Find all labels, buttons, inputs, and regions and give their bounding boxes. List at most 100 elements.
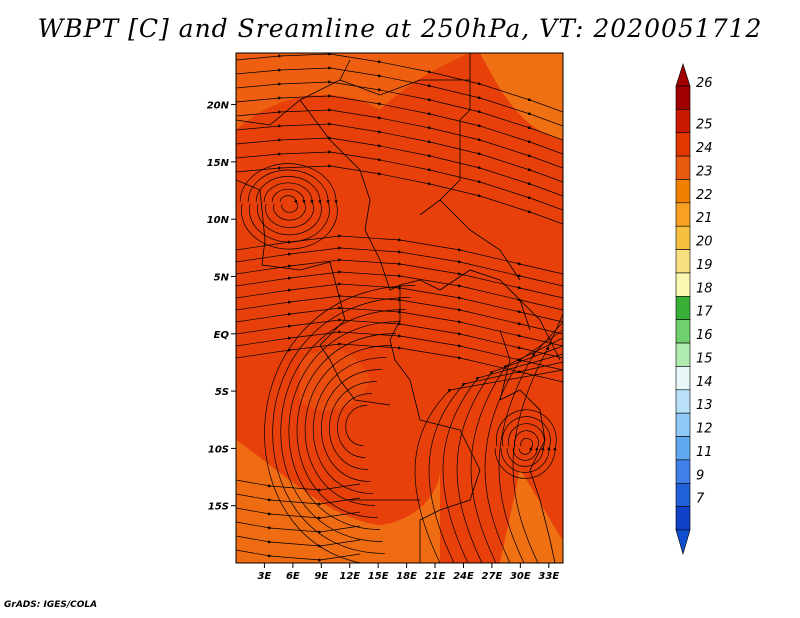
streamline [512, 313, 563, 563]
streamline [345, 405, 368, 446]
credit-text: GrADS: IGES/COLA [4, 600, 98, 610]
lat-tick-label: 5N [214, 272, 230, 283]
streamline [414, 369, 563, 563]
streamline [329, 381, 377, 470]
lon-tick-label: 9E [314, 571, 328, 582]
colorbar-swatch [675, 342, 691, 367]
lon-tick-label: 30E [510, 571, 531, 582]
lat-tick-label: EQ [214, 330, 230, 341]
colorbar-swatch [675, 482, 691, 507]
colorbar-swatch [675, 506, 691, 531]
country-borders [236, 53, 561, 563]
lon-tick-label: 12E [339, 571, 360, 582]
map-frame [235, 52, 564, 564]
lat-tick-label: 10N [207, 215, 230, 226]
colorbar: 26 25 24 23 22 21 20 19 18 17 16 15 14 13 12 11 9 7 [675, 63, 713, 556]
lat-tick-label: 15S [208, 502, 229, 513]
streamline [484, 329, 563, 563]
colorbar-swatch [675, 202, 691, 227]
streamline [236, 342, 563, 383]
colorbar-min-arrow [675, 529, 691, 556]
colorbar-swatch [675, 436, 691, 461]
colorbar-label: 7 [696, 492, 705, 507]
colorbar-label: 24 [696, 141, 713, 156]
border-line [499, 329, 511, 401]
streamline [236, 493, 361, 506]
colorbar-swatch [675, 319, 691, 344]
colorbar-label: 26 [696, 76, 713, 91]
lon-tick-label: 3E [258, 571, 272, 582]
colorbar-label: 13 [696, 398, 713, 413]
colorbar-label: 12 [696, 422, 713, 437]
colorbar-label: 14 [696, 375, 713, 390]
lon-tick-label: 18E [396, 571, 417, 582]
chart-title: WBPT [C] and Sreamline at 250hPa, VT: 20… [37, 14, 763, 43]
lat-tick-label: 20N [207, 101, 230, 112]
streamline [255, 176, 322, 236]
streamline [236, 164, 563, 225]
border-line [419, 419, 481, 563]
border-line [519, 299, 561, 361]
streamline [442, 353, 563, 563]
lon-tick-label: 27E [482, 571, 503, 582]
colorbar-label: 19 [696, 258, 713, 273]
streamline [279, 195, 299, 213]
lat-tick-label: 15N [207, 158, 230, 169]
lon-tick-label: 15E [368, 571, 389, 582]
colorbar-swatch [675, 412, 691, 437]
streamline [470, 337, 563, 563]
colorbar-label: 17 [696, 305, 713, 320]
latitude-axis: 20N 15N 10N 5N EQ 5S 10S 15S [207, 101, 236, 513]
colorbar-label: 20 [696, 235, 713, 250]
lat-tick-label: 10S [208, 444, 229, 455]
border-line [499, 389, 556, 563]
longitude-axis: 3E 6E 9E 12E 15E 18E 21E 24E 27E 30E 33E [258, 563, 559, 582]
map-panel: 20N 15N 10N 5N EQ 5S 10S 15S 3E 6E 9E 12E 15E 18E 21E… [207, 52, 564, 582]
lon-tick-label: 6E [286, 571, 300, 582]
streamline [288, 321, 401, 530]
streamline [506, 423, 545, 467]
streamline [236, 549, 361, 562]
colorbar-swatch [675, 109, 691, 134]
streamline [263, 182, 314, 228]
colorbar-label: 21 [696, 211, 713, 226]
streamline [512, 430, 539, 461]
colorbar-label: 23 [696, 164, 713, 179]
lat-tick-label: 5S [215, 387, 229, 398]
colorbar-label: 18 [696, 281, 713, 296]
colorbar-label: 22 [696, 188, 713, 203]
colorbar-swatch [675, 155, 691, 180]
streamline [518, 437, 534, 455]
colorbar-swatch [675, 225, 691, 250]
colorbar-label: 11 [696, 445, 713, 460]
lon-tick-label: 33E [538, 571, 559, 582]
streamline [236, 507, 361, 520]
colorbar-swatch [675, 85, 691, 110]
border-line [236, 179, 331, 271]
streamline [271, 188, 306, 221]
border-line [389, 285, 421, 421]
streamline [247, 169, 330, 243]
colorbar-label: 15 [696, 351, 713, 366]
border-line [419, 80, 471, 216]
streamline [321, 369, 382, 482]
streamline [428, 361, 563, 563]
colorbar-swatch [675, 459, 691, 484]
streamline [296, 333, 397, 518]
colorbar-swatch [675, 132, 691, 157]
streamline [456, 345, 563, 563]
colorbar-swatch [675, 389, 691, 414]
colorbar-swatch [675, 249, 691, 274]
colorbar-swatch [675, 272, 691, 297]
streamline [236, 535, 361, 548]
border-line [299, 99, 401, 291]
coastline [319, 261, 391, 406]
colorbar-swatch [675, 296, 691, 320]
streamline [239, 163, 338, 250]
streamline [498, 321, 563, 563]
streamline [500, 416, 551, 473]
colorbar-max-arrow [675, 63, 691, 87]
streamline [337, 393, 373, 458]
colorbar-label: 9 [696, 468, 704, 483]
